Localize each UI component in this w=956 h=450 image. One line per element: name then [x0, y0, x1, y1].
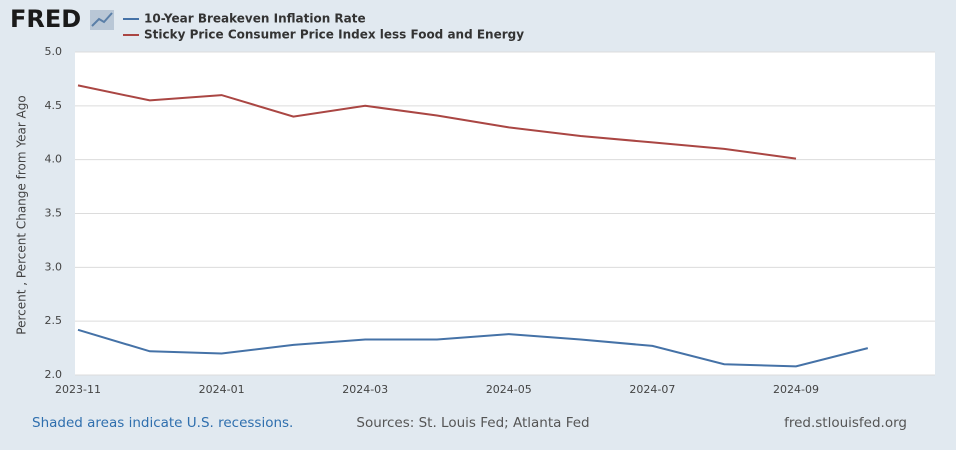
logo: FRED [10, 5, 81, 33]
website[interactable]: fred.stlouisfed.org [784, 415, 907, 431]
y-tick-label: 3.5 [45, 207, 63, 220]
y-axis-label: Percent , Percent Change from Year Ago [15, 95, 29, 334]
y-tick-label: 4.5 [45, 99, 63, 112]
series-line [77, 84, 797, 160]
x-tick-label: 2023-11 [55, 383, 101, 396]
source: Sources: St. Louis Fed; Atlanta Fed [356, 415, 589, 431]
legend-label: Sticky Price Consumer Price Index less F… [144, 28, 524, 42]
y-tick-label: 3.0 [45, 260, 63, 273]
logo-icon [90, 10, 114, 30]
x-tick-label: 2024-05 [486, 383, 532, 396]
y-tick-label: 2.5 [45, 314, 63, 327]
x-tick-label: 2024-03 [342, 383, 388, 396]
y-tick-label: 2.0 [45, 368, 63, 381]
x-tick-label: 2024-01 [199, 383, 245, 396]
x-tick-label: 2024-09 [773, 383, 819, 396]
footnote[interactable]: Shaded areas indicate U.S. recessions. [32, 415, 293, 431]
y-tick-label: 5.0 [45, 45, 63, 58]
y-tick-label: 4.0 [45, 153, 63, 166]
legend-label: 10-Year Breakeven Inflation Rate [144, 12, 366, 26]
x-tick-label: 2024-07 [629, 383, 675, 396]
series-line [77, 328, 869, 368]
